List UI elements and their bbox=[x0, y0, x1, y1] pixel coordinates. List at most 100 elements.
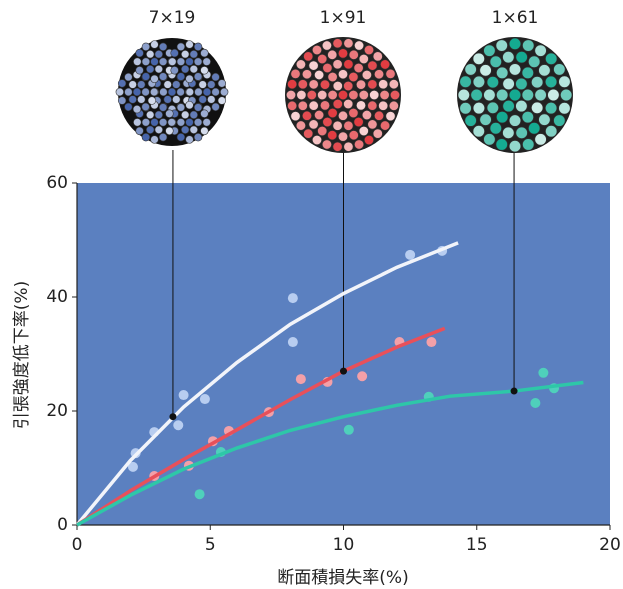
point bbox=[426, 337, 436, 347]
wire bbox=[490, 122, 502, 134]
wire bbox=[286, 90, 295, 99]
chart: 断面積損失率(%) 引張強度低下率(%) 0204060051015207×19… bbox=[0, 0, 623, 589]
wire bbox=[304, 52, 313, 61]
wire bbox=[531, 102, 543, 114]
wire bbox=[159, 133, 167, 141]
wire bbox=[118, 97, 126, 105]
wire bbox=[328, 90, 337, 99]
wire bbox=[118, 80, 126, 88]
x-axis-label: 断面積損失率(%) bbox=[277, 568, 408, 588]
wire bbox=[151, 118, 159, 126]
wire bbox=[142, 118, 150, 126]
wire bbox=[344, 142, 353, 151]
wire bbox=[166, 110, 174, 118]
wire bbox=[559, 102, 571, 114]
wire bbox=[201, 110, 209, 118]
wire bbox=[142, 103, 150, 111]
wire bbox=[323, 63, 332, 72]
wire bbox=[323, 117, 332, 126]
cable-icon bbox=[116, 38, 228, 146]
wire bbox=[484, 134, 496, 146]
wire bbox=[349, 131, 358, 140]
wire bbox=[148, 97, 156, 105]
wire bbox=[528, 122, 540, 134]
point bbox=[288, 293, 298, 303]
wire bbox=[207, 96, 215, 104]
wire bbox=[460, 76, 472, 88]
point bbox=[288, 337, 298, 347]
y-tick-label: 20 bbox=[46, 401, 68, 421]
wire bbox=[186, 75, 194, 83]
wire bbox=[516, 127, 528, 139]
wire bbox=[212, 88, 220, 96]
wire bbox=[356, 80, 365, 89]
wire bbox=[535, 134, 547, 146]
wire bbox=[509, 64, 521, 76]
wire bbox=[194, 104, 202, 112]
wire bbox=[496, 139, 508, 151]
wire bbox=[480, 65, 492, 77]
wire bbox=[328, 50, 337, 59]
wire bbox=[159, 118, 167, 126]
wire bbox=[291, 69, 300, 78]
wire bbox=[389, 80, 398, 89]
wire bbox=[177, 58, 185, 66]
wire bbox=[199, 81, 207, 89]
wire bbox=[496, 89, 508, 101]
wire bbox=[287, 101, 296, 110]
wire bbox=[545, 102, 557, 114]
wire bbox=[496, 40, 508, 52]
wire bbox=[548, 89, 560, 101]
wire bbox=[146, 126, 154, 134]
wire bbox=[207, 81, 215, 89]
wire bbox=[298, 101, 307, 110]
wire bbox=[220, 88, 228, 96]
x-tick-label: 15 bbox=[466, 535, 488, 555]
wire bbox=[344, 121, 353, 130]
wire bbox=[333, 121, 342, 130]
wire bbox=[320, 101, 329, 110]
wire bbox=[155, 111, 163, 119]
wire bbox=[386, 111, 395, 120]
wire bbox=[354, 140, 363, 149]
wire bbox=[509, 115, 521, 127]
wire bbox=[374, 70, 383, 79]
wire bbox=[528, 56, 540, 68]
wire bbox=[177, 73, 185, 81]
wire bbox=[146, 111, 154, 119]
wire bbox=[503, 100, 515, 112]
x-tick-label: 0 bbox=[72, 535, 83, 555]
wire bbox=[298, 80, 307, 89]
cable-icon bbox=[285, 37, 401, 153]
wire bbox=[160, 88, 168, 96]
wire bbox=[545, 125, 557, 137]
wire bbox=[359, 126, 368, 135]
wire bbox=[328, 108, 337, 117]
wire bbox=[177, 88, 185, 96]
wire bbox=[314, 70, 323, 79]
wire bbox=[545, 53, 557, 65]
wire bbox=[164, 96, 172, 104]
wire bbox=[349, 72, 358, 81]
wire bbox=[539, 65, 551, 77]
wire bbox=[133, 58, 141, 66]
wire bbox=[338, 90, 347, 99]
wire bbox=[354, 63, 363, 72]
wire bbox=[190, 50, 198, 58]
wire bbox=[194, 43, 202, 51]
wire bbox=[181, 126, 189, 134]
wire bbox=[190, 126, 198, 134]
wire bbox=[218, 97, 226, 105]
wire bbox=[333, 142, 342, 151]
wire bbox=[129, 96, 137, 104]
wire bbox=[473, 76, 485, 88]
wire bbox=[368, 120, 377, 129]
wire bbox=[159, 43, 167, 51]
wire bbox=[368, 61, 377, 70]
y-axis-label: 引張強度低下率(%) bbox=[12, 281, 32, 429]
wire bbox=[379, 101, 388, 110]
wire bbox=[359, 54, 368, 63]
wire bbox=[333, 99, 342, 108]
wire bbox=[344, 39, 353, 48]
wire bbox=[171, 49, 179, 57]
